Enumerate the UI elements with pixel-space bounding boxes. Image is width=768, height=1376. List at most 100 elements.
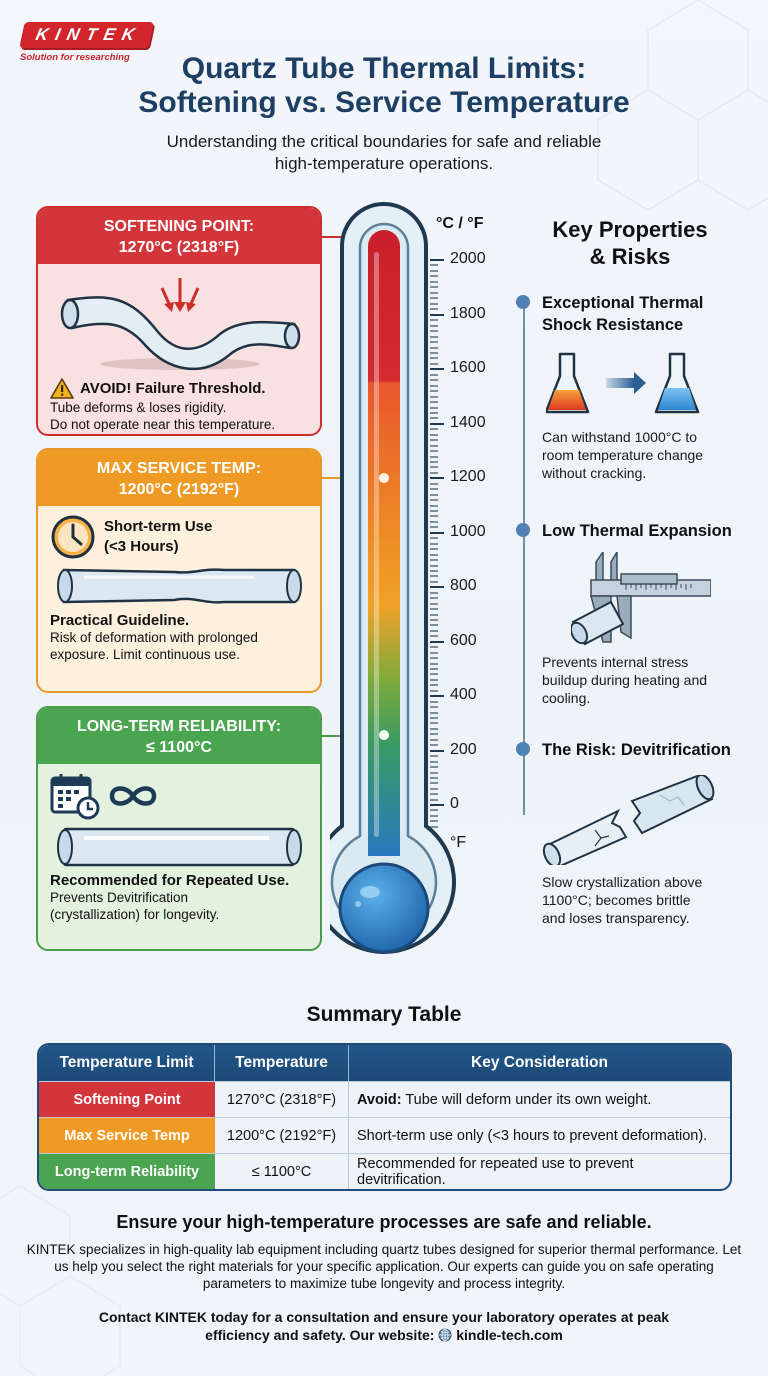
timeline-line [523, 300, 525, 815]
property-low-expansion: Low Thermal Expansion Prevents internal … [516, 520, 756, 707]
property-desc: without cracking. [542, 465, 647, 481]
hexagon-pattern [0, 1185, 121, 1376]
globe-icon [438, 1328, 452, 1342]
property-desc: Can withstand 1000°C to [542, 429, 698, 445]
property-desc: room temperature change [542, 447, 704, 463]
column-header: Temperature [215, 1045, 349, 1081]
cta-line-2: efficiency and safety. Our website: [205, 1327, 435, 1343]
caliper-tube-icon [571, 552, 711, 646]
kintek-logo: KINTEK Solution for researching [14, 22, 155, 63]
tick-400: 400 [450, 686, 477, 703]
softening-point-card: SOFTENING POINT: 1270°C (2318°F) AVOID! … [36, 206, 322, 436]
property-desc: buildup during heating and [542, 672, 708, 688]
long-term-reliability-card: LONG-TERM RELIABILITY: ≤ 1100°C Recomm [36, 706, 322, 951]
tick-0: 0 [450, 795, 459, 812]
temperature-cell: 1270°C (2318°F) [215, 1081, 349, 1117]
max-service-card-header: MAX SERVICE TEMP: 1200°C (2192°F) [38, 450, 320, 506]
tick-200: 200 [450, 741, 477, 758]
column-header: Temperature Limit [39, 1045, 215, 1081]
straight-tube-icon [57, 827, 302, 867]
footer-cta: Contact KINTEK today for a consultation … [60, 1308, 708, 1344]
limit-cell: Softening Point [39, 1081, 215, 1117]
softening-heading: SOFTENING POINT: [103, 218, 255, 235]
max-service-heading: MAX SERVICE TEMP: [96, 460, 262, 477]
tick-1000: 1000 [450, 523, 486, 540]
summary-table-title: Summary Table [306, 1003, 462, 1026]
kp-title-line-1: Key Properties [552, 217, 708, 242]
tick-1600: 1600 [450, 359, 486, 376]
property-heading: Shock Resistance [542, 316, 684, 334]
tick-2000: 2000 [450, 250, 486, 267]
property-thermal-shock: Exceptional Thermal Shock Resistance Can… [516, 292, 756, 482]
max-service-desc-1: Risk of deformation with prolonged [50, 630, 258, 645]
website-link[interactable]: kindle-tech.com [456, 1327, 563, 1343]
infinity-icon [109, 786, 157, 806]
timeline-dot [516, 742, 530, 756]
softening-desc-1: Tube deforms & loses rigidity. [50, 400, 227, 415]
footer-body: KINTEK specializes in high-quality lab e… [26, 1242, 742, 1291]
long-term-desc-2: (crystallization) for longevity. [50, 907, 220, 922]
calendar-clock-icon [50, 774, 100, 820]
tick-1800: 1800 [450, 305, 486, 322]
long-term-card-header: LONG-TERM RELIABILITY: ≤ 1100°C [38, 708, 320, 764]
long-term-temp: ≤ 1100°C [146, 739, 212, 756]
temperature-cell: 1200°C (2192°F) [215, 1117, 349, 1153]
max-service-temp: 1200°C (2192°F) [118, 481, 240, 498]
footer-headline: Ensure your high-temperature processes a… [116, 1212, 652, 1232]
fahrenheit-unit-label: °F [450, 834, 467, 851]
long-term-desc-1: Prevents Devitrification [50, 890, 189, 905]
guideline-label: Practical Guideline. [50, 612, 190, 629]
scale-units-label: °C / °F [436, 215, 484, 232]
usage-line-1: Short-term Use [104, 518, 213, 535]
title-line-1: Quartz Tube Thermal Limits: [181, 52, 587, 85]
softening-card-header: SOFTENING POINT: 1270°C (2318°F) [38, 208, 320, 264]
table-row: Max Service Temp 1200°C (2192°F) Short-t… [39, 1117, 730, 1153]
title-line-2: Softening vs. Service Temperature [138, 86, 630, 119]
subtitle-line-1: Understanding the critical boundaries fo… [166, 132, 602, 151]
usage-line-2: (<3 Hours) [104, 538, 179, 555]
property-heading: Low Thermal Expansion [542, 522, 732, 540]
logo-badge: KINTEK [19, 22, 155, 48]
property-desc: and loses transparency. [542, 910, 690, 926]
tick-800: 800 [450, 577, 477, 594]
flask-hot-to-cold-icon [546, 352, 700, 414]
table-row: Long-term Reliability ≤ 1100°C Recommend… [39, 1153, 730, 1189]
property-heading: Exceptional Thermal [542, 294, 704, 312]
hexagon-pattern [597, 0, 768, 211]
temperature-cell: ≤ 1100°C [215, 1153, 349, 1189]
clock-icon [51, 515, 95, 559]
property-desc: Slow crystallization above [542, 874, 703, 890]
property-devitrification-risk: The Risk: Devitrification Slow crystalli… [516, 739, 756, 927]
bent-tube-icon [60, 278, 301, 371]
softening-desc-2: Do not operate near this temperature. [50, 417, 276, 432]
limit-cell: Long-term Reliability [39, 1153, 215, 1189]
recommend-label: Recommended for Repeated Use. [50, 872, 290, 889]
summary-table: Temperature Limit Temperature Key Consid… [37, 1043, 732, 1191]
property-heading: The Risk: Devitrification [542, 741, 731, 759]
consideration-text: Tube will deform under its own weight. [401, 1091, 652, 1108]
slightly-warped-tube-icon [57, 568, 302, 604]
tick-600: 600 [450, 632, 477, 649]
key-properties-title: Key Properties & Risks [510, 216, 750, 270]
softening-alert: AVOID! Failure Threshold. [80, 380, 266, 397]
limit-cell: Max Service Temp [39, 1117, 215, 1153]
thermometer-graphic [330, 202, 456, 954]
logo-tagline: Solution for researching [20, 52, 130, 63]
property-desc: cooling. [542, 690, 591, 706]
table-row: Softening Point 1270°C (2318°F) Avoid: T… [39, 1081, 730, 1117]
consideration-cell: Avoid: Tube will deform under its own we… [349, 1081, 730, 1117]
tick-1200: 1200 [450, 468, 486, 485]
page-title: Quartz Tube Thermal Limits: Softening vs… [0, 52, 768, 120]
max-service-temp-card: MAX SERVICE TEMP: 1200°C (2192°F) Short-… [36, 448, 322, 693]
broken-tube-icon [542, 775, 715, 865]
column-header: Key Consideration [349, 1045, 730, 1081]
property-desc: Prevents internal stress [542, 654, 689, 670]
consideration-cell: Short-term use only (<3 hours to prevent… [349, 1117, 730, 1153]
subtitle-line-2: high-temperature operations. [274, 154, 494, 173]
long-term-heading: LONG-TERM RELIABILITY: [76, 718, 282, 735]
consideration-prefix: Avoid: [357, 1091, 402, 1108]
kp-title-line-2: & Risks [589, 244, 671, 269]
consideration-cell: Recommended for repeated use to prevent … [349, 1153, 730, 1189]
property-desc: 1100°C; becomes brittle [542, 892, 691, 908]
warning-triangle-icon [50, 378, 74, 399]
